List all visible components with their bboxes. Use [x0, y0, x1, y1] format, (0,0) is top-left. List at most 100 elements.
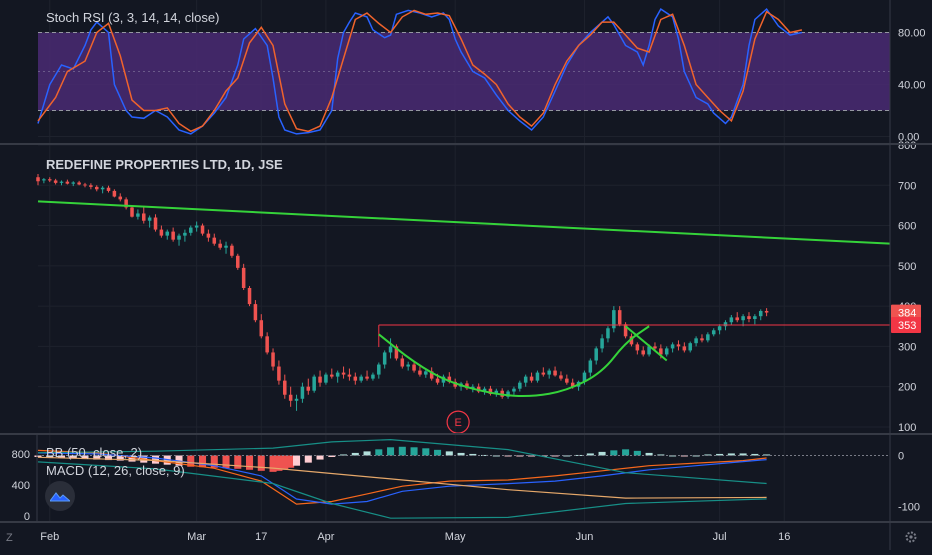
macd-histogram-bar [81, 455, 89, 460]
candle [635, 342, 640, 355]
candle [265, 332, 269, 355]
candle [347, 368, 352, 381]
candle-body [147, 217, 152, 221]
macd-histogram-bar [492, 455, 500, 457]
stoch-y-tick: 40.00 [898, 80, 926, 92]
candle [359, 374, 363, 383]
price-y-tick: 100 [898, 422, 916, 434]
candle [341, 366, 346, 379]
candle-body [617, 310, 622, 325]
candle [641, 346, 645, 357]
candle [130, 205, 134, 218]
candle-body [488, 388, 493, 394]
price-label-text: 353 [898, 320, 916, 332]
candle [36, 174, 40, 186]
candle [729, 314, 734, 326]
macd-histogram-bar [469, 453, 477, 456]
candle [553, 366, 557, 377]
candle-body [312, 376, 316, 391]
macd-histogram-bar [293, 455, 301, 466]
candle [559, 371, 563, 381]
candle-body [494, 390, 499, 394]
macd-histogram-bar [316, 455, 324, 460]
candle [612, 306, 616, 333]
candle-body [682, 346, 687, 351]
macd-histogram-bar [751, 453, 759, 456]
price-title: REDEFINE PROPERTIES LTD, 1D, JSE [46, 157, 283, 172]
candle-body [600, 338, 604, 349]
candle-body [694, 338, 698, 344]
candle [194, 221, 199, 232]
candle [394, 344, 399, 361]
price-y-tick: 800 [898, 140, 916, 152]
candle [112, 189, 117, 198]
candle [212, 233, 217, 246]
price-y-tick: 500 [898, 261, 916, 273]
candle-body [388, 346, 393, 353]
candle [318, 370, 322, 387]
candle [288, 386, 293, 407]
candle [741, 314, 745, 327]
candle-body [206, 233, 211, 238]
macd-histogram-bar [727, 453, 735, 456]
x-tick-label: Jun [576, 531, 594, 543]
candle [153, 214, 158, 232]
macd-histogram-bar [739, 453, 747, 456]
candle-body [330, 374, 334, 377]
macd-histogram-bar [281, 455, 289, 470]
candle [241, 263, 246, 291]
candle [94, 185, 99, 192]
candle [247, 285, 252, 307]
candle-body [94, 186, 99, 190]
macd-histogram-bar [246, 455, 254, 470]
candle [764, 308, 769, 317]
candle-body [253, 304, 258, 321]
candle-body [347, 374, 352, 377]
stoch-rsi-title: Stoch RSI (3, 3, 14, 14, close) [46, 10, 220, 25]
cup-curve [378, 325, 650, 397]
candle-body [218, 243, 222, 248]
candle-body [700, 338, 704, 341]
macd-histogram-bar [269, 455, 277, 472]
candle-body [271, 352, 275, 367]
candle [382, 350, 387, 369]
candle-body [294, 398, 299, 401]
candle [412, 362, 416, 373]
candle-body [641, 350, 645, 355]
macd-histogram-bar [257, 455, 265, 471]
candle-body [224, 245, 228, 248]
candle [218, 239, 222, 250]
candle [77, 180, 81, 186]
green-trendline [37, 200, 891, 245]
gear-inner [909, 535, 913, 539]
candle-body [447, 376, 452, 382]
candle [541, 367, 546, 377]
candle [47, 177, 52, 183]
macd-histogram-bar [657, 454, 665, 456]
macd-histogram-bar [481, 454, 489, 456]
candle [594, 346, 598, 365]
candle-body [335, 372, 340, 377]
candle-body [83, 184, 87, 186]
candle [758, 309, 763, 321]
candle [429, 367, 434, 381]
candle [606, 326, 610, 343]
candle [89, 183, 93, 190]
candle [676, 340, 681, 351]
candle-body [717, 326, 722, 331]
stoch-y-tick: 80.00 [898, 28, 926, 40]
candle-body [353, 376, 358, 381]
candle-body [36, 177, 40, 182]
x-tick-label: 16 [778, 531, 790, 543]
macd-histogram-bar [622, 449, 630, 456]
macd-histogram-bar [375, 449, 383, 456]
x-tick-label: Apr [317, 531, 334, 543]
candle [670, 342, 675, 353]
candle [529, 372, 534, 383]
macd-histogram-bar [34, 455, 42, 458]
macd-histogram-bar [69, 455, 77, 459]
candle [371, 372, 375, 381]
x-tick-label: Jul [713, 531, 727, 543]
z-scale-glyph: Z [6, 532, 13, 544]
tradingview-logo[interactable] [45, 481, 75, 511]
